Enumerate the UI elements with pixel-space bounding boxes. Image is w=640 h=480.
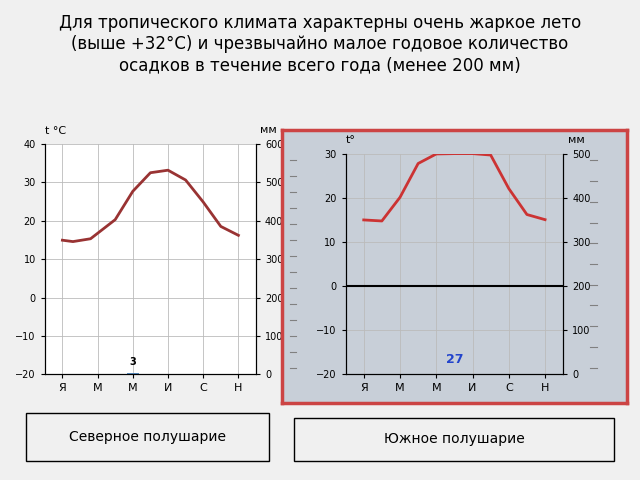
Text: 27: 27 [445, 353, 463, 366]
Bar [355, 374, 372, 376]
Bar [93, 374, 102, 375]
Bar [199, 374, 207, 375]
Text: t°: t° [346, 135, 355, 145]
Bar [536, 374, 554, 376]
Bar [500, 374, 518, 376]
Text: Южное полушарие: Южное полушарие [384, 432, 525, 446]
Bar [127, 373, 139, 374]
Bar [129, 374, 137, 375]
Text: 3: 3 [129, 357, 136, 367]
Bar [58, 374, 67, 375]
Text: мм: мм [568, 135, 584, 145]
Bar [234, 374, 243, 375]
Text: Северное полушарие: Северное полушарие [68, 430, 226, 444]
Text: t °C: t °C [45, 126, 66, 136]
Text: мм: мм [260, 125, 277, 135]
Text: Для тропического климата характерны очень жаркое лето
(выше +32°С) и чрезвычайно: Для тропического климата характерны очен… [59, 14, 581, 74]
Bar [164, 374, 172, 375]
Bar [391, 374, 409, 376]
Bar [428, 374, 445, 376]
Bar [463, 374, 482, 376]
